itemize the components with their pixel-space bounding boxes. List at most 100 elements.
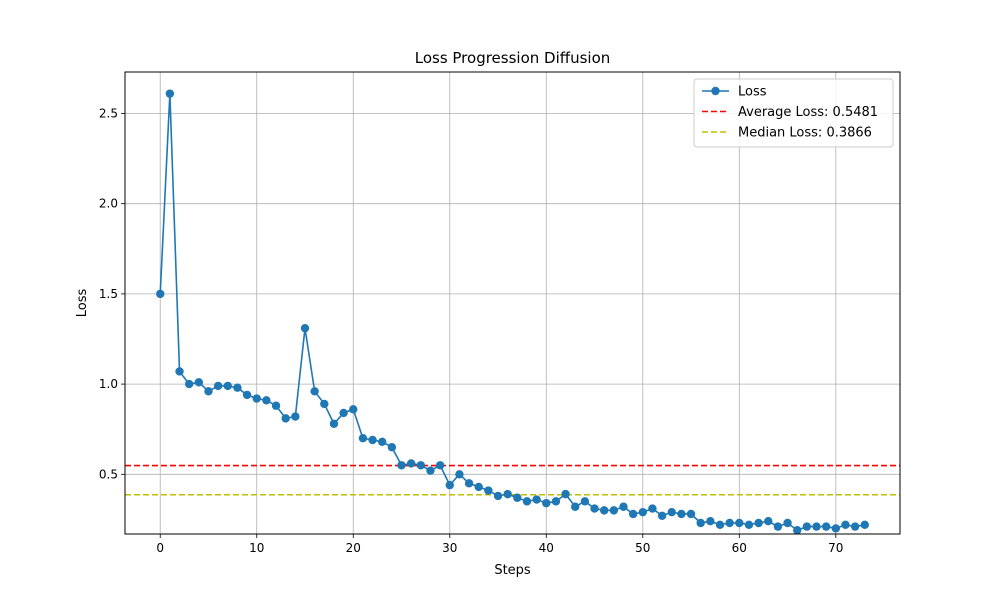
data-point [455,470,464,479]
plot-frame [124,71,901,535]
data-point [435,461,445,470]
data-point [773,522,783,531]
data-point [262,396,271,405]
data-point [406,459,416,468]
data-point [387,443,397,452]
data-point [648,504,657,513]
x-tick-label: 20 [346,541,361,555]
data-point [571,502,580,511]
data-point [503,489,512,499]
x-axis: 0 10 20 30 40 50 60 70 [156,534,843,555]
reference-lines [125,464,900,496]
y-tick-label: 1.5 [99,287,118,301]
data-point [397,461,406,470]
data-point [532,495,541,504]
y-tick-label: 2.0 [99,197,118,211]
data-point [628,509,638,519]
data-point [426,466,435,475]
data-point [599,506,609,515]
data-point [474,482,483,492]
data-point [638,507,647,517]
data-point [831,524,841,533]
data-point [175,367,184,376]
data-point [793,526,802,535]
data-point [744,520,754,529]
legend-label: Median Loss: 0.3866 [738,126,872,141]
data-point [522,497,532,506]
data-point [667,507,676,517]
data-point [580,497,590,506]
x-tick-label: 30 [442,541,457,555]
data-point [291,412,300,421]
data-point [194,378,204,387]
data-point [156,289,165,299]
data-point [619,502,628,511]
series-line [159,93,865,532]
data-point [358,434,368,443]
data-point [204,387,213,396]
data-point [590,504,599,513]
data-point [310,387,319,396]
data-point [464,479,474,488]
data-point [725,518,734,528]
data-point [271,401,281,410]
legend-box [693,78,894,148]
legend: Loss Average Loss: 0.5481 Median Loss: 0.3… [693,78,894,148]
data-point [213,381,223,391]
data-point [184,379,194,389]
x-tick-label: 70 [828,541,843,555]
data-point [754,518,763,528]
data-point [821,522,831,531]
data-point [223,381,232,391]
data-point [416,461,426,470]
y-tick-label: 2.5 [99,106,118,120]
y-axis: 0.5 1.0 1.5 2.0 2.5 [99,106,125,481]
data-point [242,390,252,400]
data-point [812,522,821,531]
data-point [850,522,860,531]
data-point [696,518,705,528]
data-point [329,419,339,428]
chart-title: Loss Progression Diffusion [415,49,611,67]
data-point [542,498,551,508]
x-tick-label: 0 [156,541,164,555]
legend-label: Loss [738,85,767,100]
data-point [493,491,503,501]
data-point [860,520,869,529]
data-point [686,509,696,519]
y-tick-label: 1.0 [99,377,118,391]
data-point [513,493,522,502]
data-point [841,520,850,529]
data-point [802,522,812,531]
data-point [561,489,570,499]
legend-label: Average Loss: 0.5481 [738,105,878,120]
data-point [677,509,686,519]
x-axis-label: Steps [494,563,531,578]
legend-marker [711,86,720,96]
data-point [368,435,377,445]
data-point [378,437,387,447]
data-point [300,323,310,333]
data-point [551,497,561,506]
x-tick-label: 10 [249,541,264,555]
data-point [484,486,493,495]
data-point [252,394,261,403]
data-point [657,511,667,520]
data-point [445,480,454,490]
data-point [320,399,329,409]
data-point [609,506,619,515]
data-point [339,408,348,418]
data-point [735,518,744,528]
data-point [281,414,290,423]
x-tick-label: 50 [635,541,650,555]
y-axis-label: Loss [75,289,90,318]
data-point [706,516,715,526]
data-point [715,520,725,529]
data-point [233,383,242,392]
series-layer [156,89,869,535]
y-tick-label: 0.5 [99,467,118,481]
data-point [764,516,773,526]
data-point [165,89,175,98]
